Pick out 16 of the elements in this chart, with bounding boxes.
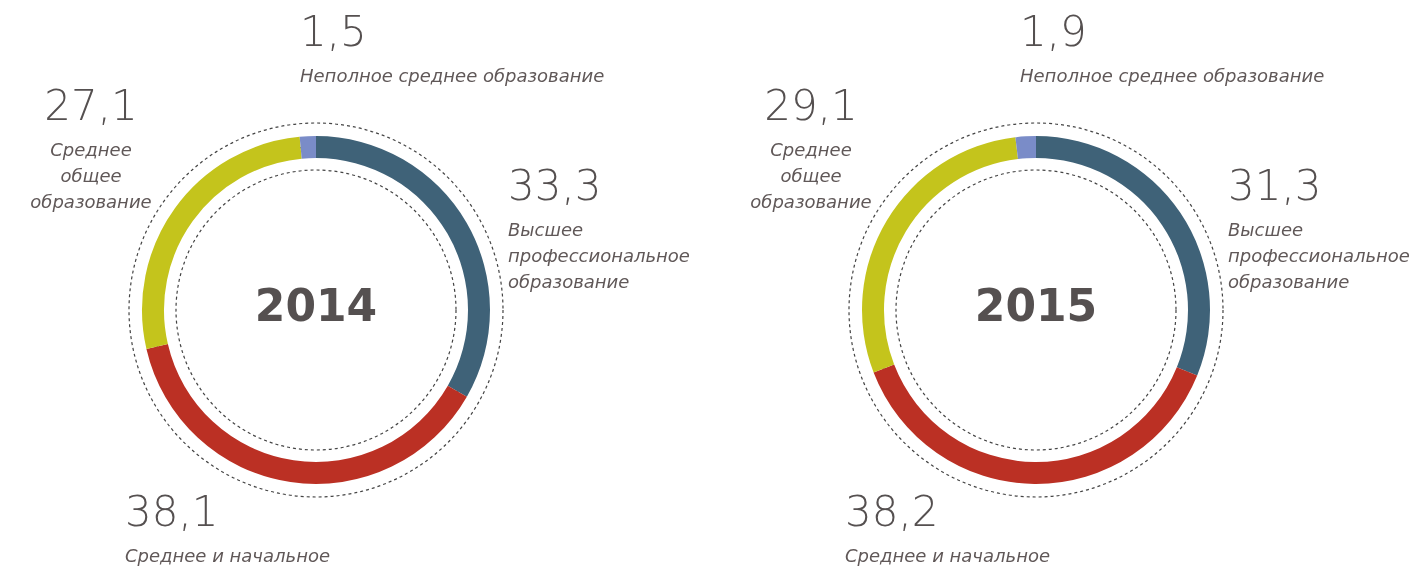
slice-label: Неполное среднее образование (300, 64, 605, 86)
data-label: 38,2 (845, 486, 939, 536)
data-label: 31,3 (1228, 160, 1322, 210)
data-label: 1,5 (300, 6, 367, 56)
slice-label: Среднее и начальное (845, 544, 1051, 566)
slice-label: Высшее профессиональное образование (1228, 218, 1410, 292)
slice-label: Высшее профессиональное образование (508, 218, 690, 292)
data-label: 29,1 (764, 80, 858, 130)
slice-label: Среднее и начальное (125, 544, 331, 566)
data-label: 27,1 (44, 80, 138, 130)
data-label: 1,9 (1020, 6, 1087, 56)
data-label: 38,1 (125, 486, 219, 536)
slice-label: Неполное среднее образование (1020, 64, 1325, 86)
slice-label: Среднее общее образование (30, 138, 152, 212)
data-label: 33,3 (508, 160, 602, 210)
slice-label: Среднее общее образование (750, 138, 872, 212)
